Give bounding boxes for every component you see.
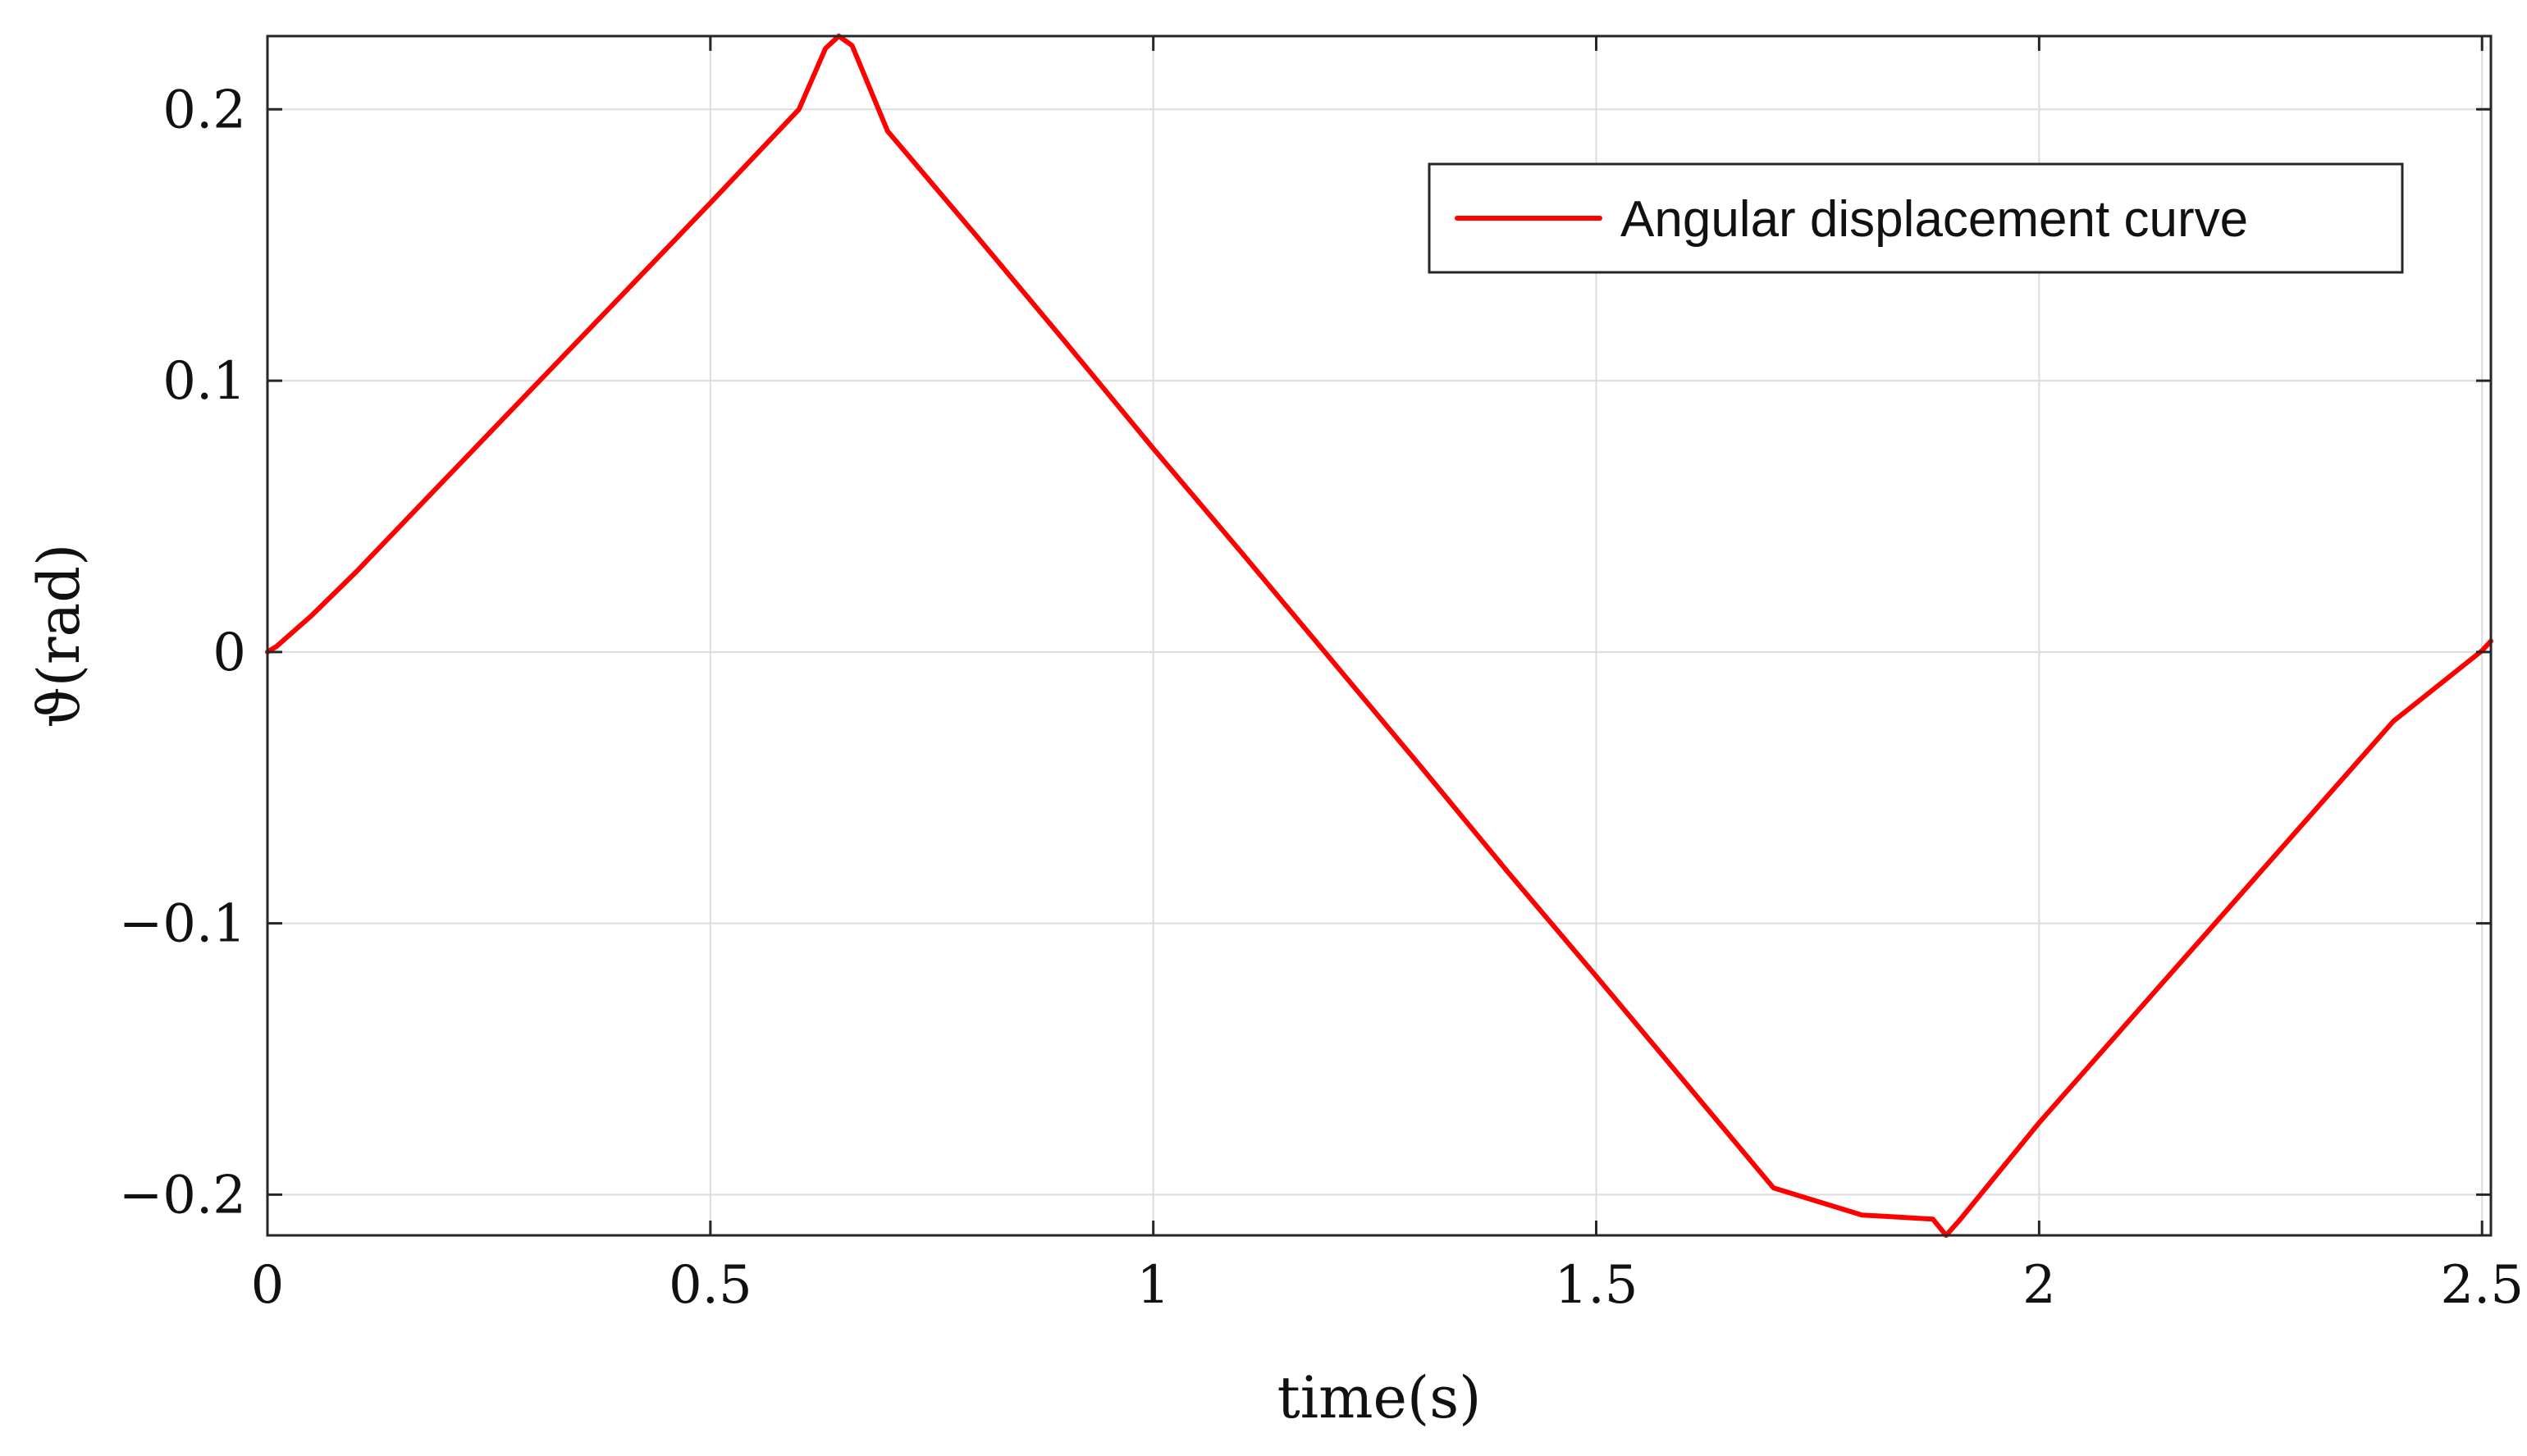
x-tick-label: 2 — [2022, 1255, 2056, 1316]
legend: Angular displacement curve — [1428, 162, 2404, 274]
y-axis-label: ϑ(rad) — [25, 544, 93, 728]
y-tick-label: −0.2 — [119, 1165, 246, 1226]
x-tick-label: 1 — [1136, 1255, 1170, 1316]
series-layer — [265, 34, 2493, 1238]
grid-lines — [267, 36, 2491, 1235]
x-tick-label: 0.5 — [669, 1255, 752, 1316]
y-tick-label: 0 — [212, 623, 246, 683]
series-line-angular-displacement — [265, 34, 2493, 1238]
plot-frame — [266, 34, 2493, 1237]
x-axis-label: time(s) — [1277, 1364, 1482, 1431]
x-tick-label: 0 — [251, 1255, 285, 1316]
legend-entry-label: Angular displacement curve — [1620, 191, 2248, 248]
y-tick-label: 0.1 — [162, 351, 246, 412]
y-tick-label: 0.2 — [162, 80, 246, 140]
x-tick-label: 2.5 — [2440, 1255, 2524, 1316]
x-tick-label: 1.5 — [1555, 1255, 1638, 1316]
y-tick-label: −0.1 — [119, 894, 246, 955]
tick-labels: 0 0.5 1 1.5 2 2.5 −0.2 −0.1 0 0.1 0.2 — [119, 80, 2525, 1316]
tick-marks — [266, 36, 2491, 1235]
